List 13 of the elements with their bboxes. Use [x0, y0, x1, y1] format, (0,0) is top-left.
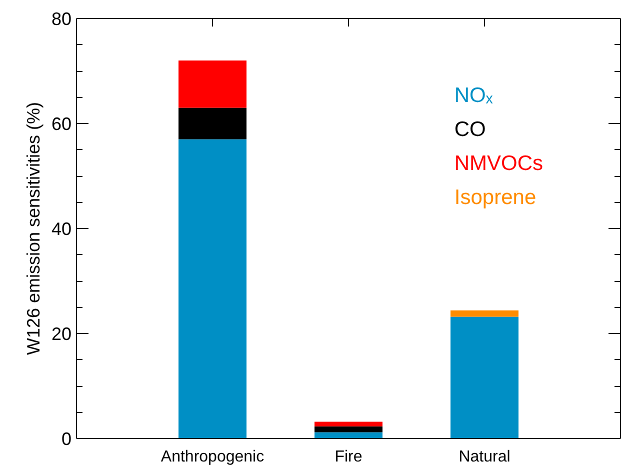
text: NOₓ [454, 84, 493, 107]
y-tick-label: 80 [51, 9, 72, 29]
x-tick-label: Fire [334, 448, 362, 466]
x-tick-label: Natural [458, 448, 510, 466]
y-tick-label: 20 [51, 324, 72, 344]
y-tick-label: 40 [51, 219, 72, 239]
x-tick-label: Anthropogenic [160, 448, 264, 466]
y-tick-label: 0 [61, 429, 72, 449]
text: CO [454, 118, 486, 141]
text: Isoprene [454, 186, 536, 209]
y-axis-title: W126 emission sensitivities (%) [23, 102, 44, 356]
y-tick-label: 60 [51, 114, 72, 134]
text: NMVOCs [454, 152, 544, 175]
